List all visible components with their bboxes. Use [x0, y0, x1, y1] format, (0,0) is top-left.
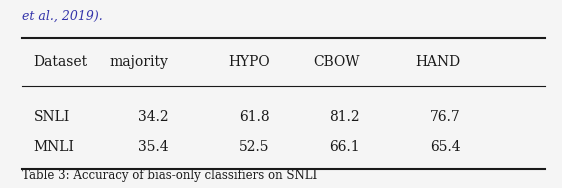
Text: et al., 2019).: et al., 2019).: [22, 9, 103, 22]
Text: SNLI: SNLI: [34, 110, 70, 124]
Text: 35.4: 35.4: [138, 140, 169, 154]
Text: Dataset: Dataset: [34, 55, 88, 69]
Text: 61.8: 61.8: [239, 110, 270, 124]
Text: 34.2: 34.2: [138, 110, 169, 124]
Text: 65.4: 65.4: [430, 140, 461, 154]
Text: 66.1: 66.1: [329, 140, 360, 154]
Text: 52.5: 52.5: [239, 140, 270, 154]
Text: 81.2: 81.2: [329, 110, 360, 124]
Text: MNLI: MNLI: [34, 140, 75, 154]
Text: majority: majority: [110, 55, 169, 69]
Text: 76.7: 76.7: [430, 110, 461, 124]
Text: Table 3: Accuracy of bias-only classifiers on SNLI: Table 3: Accuracy of bias-only classifie…: [22, 169, 318, 182]
Text: HYPO: HYPO: [228, 55, 270, 69]
Text: CBOW: CBOW: [313, 55, 360, 69]
Text: HAND: HAND: [416, 55, 461, 69]
